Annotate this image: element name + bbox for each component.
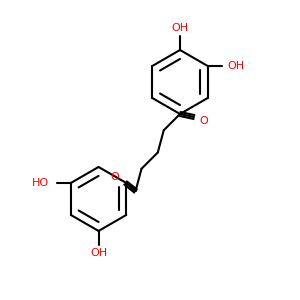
Text: OH: OH — [227, 61, 244, 71]
Text: HO: HO — [32, 178, 50, 188]
Text: OH: OH — [171, 23, 189, 33]
Text: OH: OH — [90, 248, 107, 258]
Text: O: O — [110, 172, 119, 182]
Text: O: O — [200, 116, 208, 126]
